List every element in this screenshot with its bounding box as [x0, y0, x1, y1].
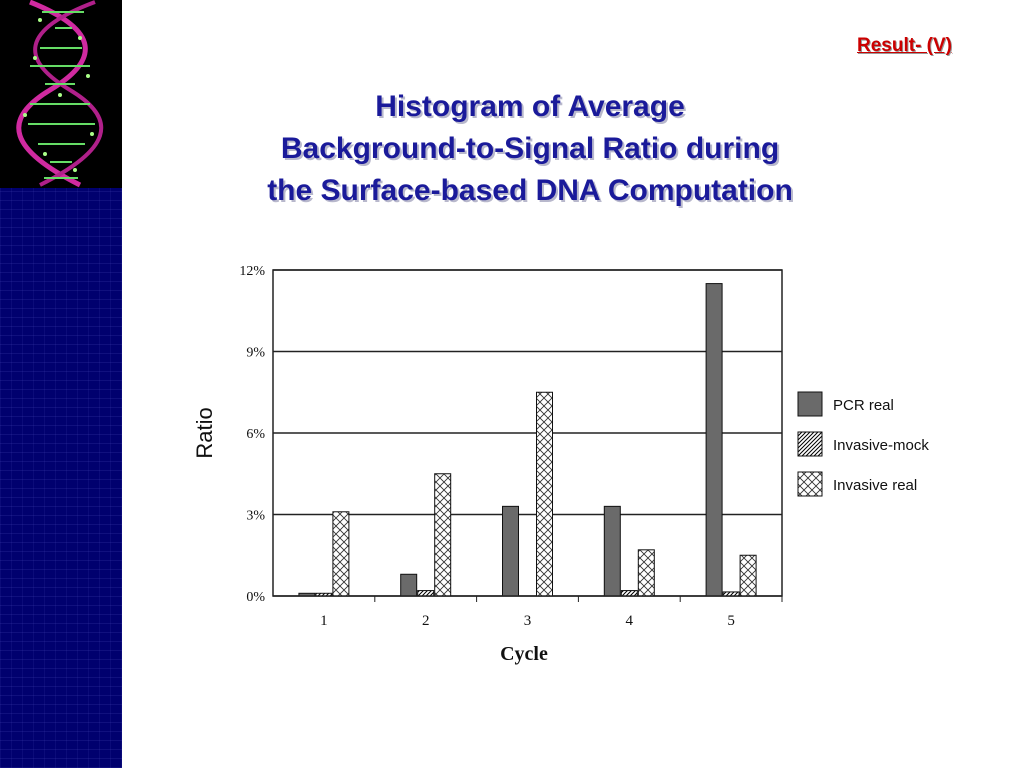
legend: PCR real Invasive-mock Invasive real — [797, 391, 929, 497]
bar-invasive-real — [434, 473, 452, 597]
y-tick-label: 9% — [246, 346, 265, 361]
y-tick-label: 3% — [246, 509, 265, 524]
histogram-chart: 0% 3% 6% 9% 12% 1 2 3 4 5 Ratio Cycle PCR real Inv… — [192, 264, 929, 665]
slide-title: Histogram of Average Background-to-Signa… — [180, 86, 880, 212]
x-tick-label: 2 — [422, 613, 430, 629]
bar-invasive-real — [637, 549, 655, 597]
y-tick-label: 6% — [246, 427, 265, 442]
bar-pcr-real — [603, 505, 621, 597]
plot-frame — [272, 269, 783, 597]
legend-swatch — [797, 391, 823, 417]
bar-pcr-real — [502, 505, 519, 597]
dna-helix-graphic — [16, 0, 104, 188]
legend-label: Invasive real — [833, 477, 917, 494]
bar-invasive-mock — [620, 590, 638, 597]
title-line-1: Histogram of Average — [375, 90, 685, 123]
legend-label: Invasive-mock — [833, 437, 929, 454]
bar-pcr-real — [705, 283, 723, 597]
bar-invasive-real — [536, 391, 553, 597]
y-tick-label: 12% — [239, 264, 265, 279]
y-axis-label: Ratio — [192, 407, 217, 458]
sidebar-pattern — [0, 188, 122, 768]
x-axis-label: Cycle — [500, 643, 548, 665]
bar-pcr-real — [400, 573, 418, 597]
x-tick-label: 4 — [626, 613, 634, 629]
legend-swatch — [797, 471, 823, 497]
title-line-3: the Surface-based DNA Computation — [267, 174, 793, 207]
dna-helix-image — [0, 0, 122, 188]
x-tick-label: 3 — [524, 613, 532, 629]
bar-invasive-mock — [417, 590, 435, 597]
title-line-2: Background-to-Signal Ratio during — [280, 132, 780, 165]
y-tick-label: 0% — [246, 590, 265, 605]
legend-label: PCR real — [833, 397, 894, 414]
result-link[interactable]: Result- (V) — [857, 35, 952, 56]
bars — [298, 283, 757, 597]
legend-swatch — [797, 431, 823, 457]
x-tick-label: 1 — [320, 613, 328, 629]
axis-ticks: 0% 3% 6% 9% 12% 1 2 3 4 5 — [239, 264, 783, 629]
x-tick-label: 5 — [727, 613, 735, 629]
bar-invasive-real — [332, 511, 350, 597]
bar-invasive-real — [739, 554, 757, 597]
sidebar-band — [0, 0, 122, 768]
